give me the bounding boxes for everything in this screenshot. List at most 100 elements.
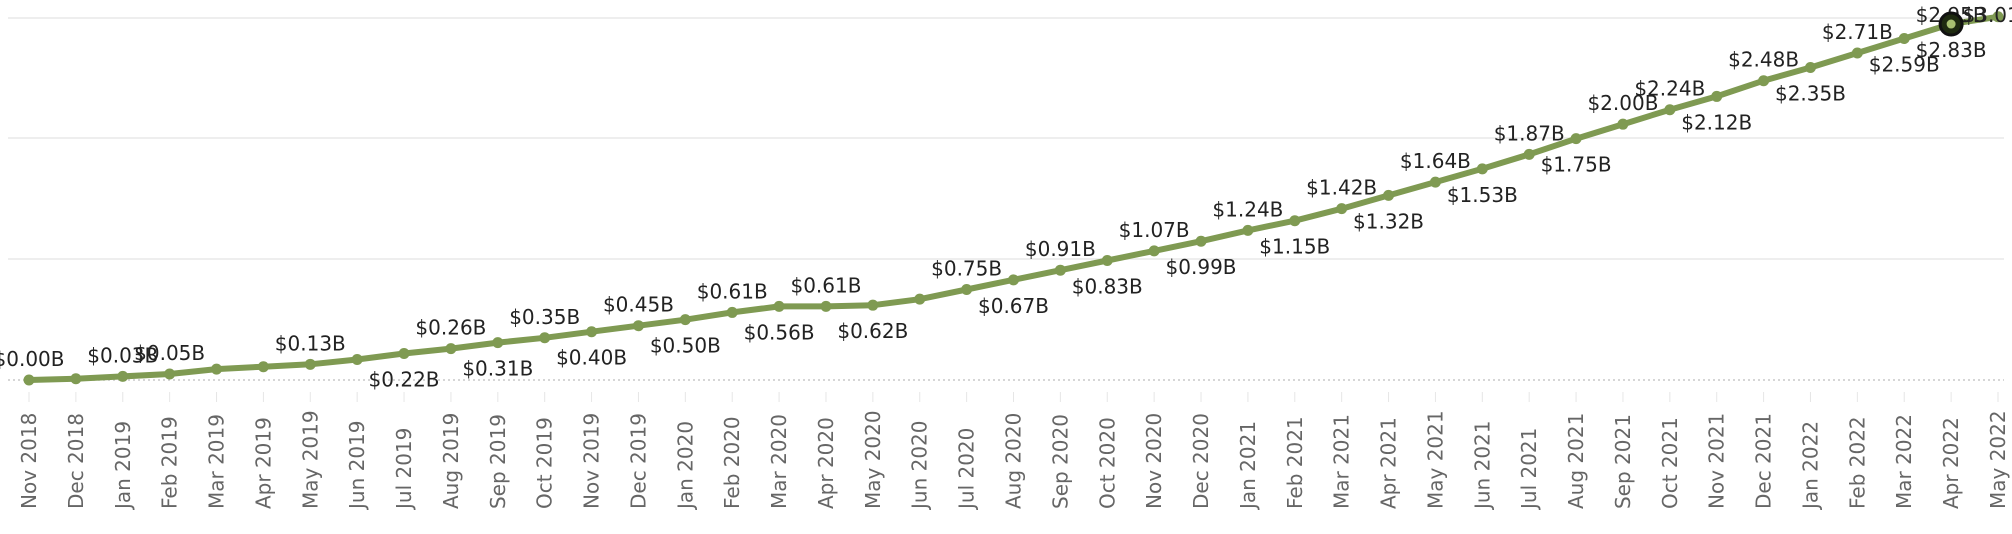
data-point[interactable] [1242, 224, 1254, 236]
data-label: $0.91B [1025, 237, 1096, 261]
x-tick-label: May 2022 [1986, 410, 2010, 509]
data-point[interactable] [1195, 235, 1207, 247]
x-tick-label: Jan 2022 [1798, 421, 1822, 511]
x-tick-label: Mar 2022 [1892, 414, 1916, 509]
data-point[interactable] [1383, 189, 1395, 201]
x-tick-label: Jul 2020 [955, 428, 979, 511]
x-tick-label: Oct 2020 [1095, 417, 1119, 509]
x-tick-label: Jan 2019 [111, 421, 135, 511]
data-label: $1.42B [1306, 176, 1377, 200]
data-point[interactable] [1664, 104, 1676, 116]
data-label: $2.24B [1634, 77, 1705, 101]
x-tick-label: Jun 2020 [908, 420, 932, 511]
x-tick-label: Oct 2019 [533, 417, 557, 509]
x-tick-label: Feb 2020 [720, 416, 744, 509]
data-point[interactable] [1523, 148, 1535, 160]
x-tick-label: Nov 2018 [17, 413, 41, 509]
x-tick-label: Aug 2021 [1564, 413, 1588, 509]
data-point[interactable] [492, 337, 504, 349]
data-label: $1.53B [1447, 183, 1518, 207]
data-label: $2.71B [1822, 20, 1893, 44]
x-tick-label: Jul 2021 [1517, 428, 1541, 511]
x-tick-label: Feb 2021 [1283, 416, 1307, 509]
data-point[interactable] [1429, 176, 1441, 188]
data-label: $0.26B [415, 316, 486, 340]
data-point[interactable] [914, 293, 926, 305]
x-tick-label: Nov 2019 [580, 413, 604, 509]
x-tick-label: Nov 2021 [1705, 413, 1729, 509]
data-label: $0.35B [509, 305, 580, 329]
data-point[interactable] [1992, 11, 2004, 23]
data-point[interactable] [1804, 61, 1816, 73]
data-point[interactable] [445, 343, 457, 355]
data-label: $0.67B [978, 294, 1049, 318]
data-point[interactable] [1898, 33, 1910, 45]
data-label: $0.22B [369, 367, 440, 391]
x-tick-label: Aug 2020 [1002, 413, 1026, 509]
data-point[interactable] [398, 347, 410, 359]
x-tick-label: Sep 2020 [1048, 414, 1072, 509]
x-tick-label: Apr 2021 [1377, 417, 1401, 509]
data-point[interactable] [117, 370, 129, 382]
data-point[interactable] [820, 300, 832, 312]
data-point[interactable] [961, 284, 973, 295]
data-point[interactable] [1101, 255, 1113, 267]
x-tick-label: Feb 2022 [1845, 416, 1869, 509]
highlight-dot[interactable] [1946, 19, 1956, 29]
data-point[interactable] [351, 353, 363, 365]
x-tick-label: Dec 2020 [1189, 413, 1213, 509]
data-point[interactable] [773, 300, 785, 312]
x-tick-label: Dec 2021 [1752, 413, 1776, 509]
data-label: $1.64B [1400, 149, 1471, 173]
x-tick-label: Apr 2019 [251, 417, 275, 509]
data-point[interactable] [679, 314, 691, 326]
data-point[interactable] [304, 358, 316, 370]
data-point[interactable] [1617, 118, 1629, 130]
data-point[interactable] [1336, 203, 1348, 215]
data-label: $1.07B [1119, 218, 1190, 242]
x-tick-label: Mar 2021 [1330, 414, 1354, 509]
data-point[interactable] [70, 373, 82, 385]
data-label: $0.61B [790, 273, 861, 297]
data-point[interactable] [632, 320, 644, 332]
data-point[interactable] [539, 332, 551, 344]
data-label: $0.75B [931, 257, 1002, 281]
data-label: $0.40B [556, 346, 627, 370]
x-tick-label: Nov 2020 [1142, 413, 1166, 509]
x-tick-label: Oct 2021 [1658, 417, 1682, 509]
data-point[interactable] [257, 361, 269, 373]
data-point[interactable] [164, 368, 176, 380]
data-point[interactable] [23, 374, 35, 386]
data-point[interactable] [1289, 215, 1301, 227]
data-point[interactable] [1570, 133, 1582, 145]
data-label: $1.32B [1353, 209, 1424, 233]
x-tick-label: Aug 2019 [439, 413, 463, 509]
data-point[interactable] [1476, 163, 1488, 175]
x-tick-label: May 2021 [1423, 410, 1447, 509]
data-point[interactable] [211, 363, 223, 375]
series-line [26, 13, 2001, 383]
x-tick-label: Mar 2020 [767, 414, 791, 509]
data-label: $0.13B [275, 331, 346, 355]
data-label: $0.45B [603, 293, 674, 317]
data-point[interactable] [867, 299, 879, 311]
data-label: $1.15B [1259, 235, 1330, 259]
x-tick-label: Feb 2019 [158, 416, 182, 509]
data-point[interactable] [726, 306, 738, 318]
highlighted-point[interactable] [1938, 11, 1964, 37]
data-point[interactable] [1711, 90, 1723, 102]
data-point[interactable] [1851, 47, 1863, 59]
data-point[interactable] [1054, 264, 1066, 276]
data-label: $1.24B [1212, 197, 1283, 221]
data-point[interactable] [1148, 245, 1160, 257]
x-tick-label: Jan 2020 [673, 421, 697, 511]
data-label: $0.99B [1166, 255, 1237, 279]
data-label: $0.50B [650, 334, 721, 358]
data-point[interactable] [1008, 274, 1019, 286]
data-point[interactable] [586, 326, 598, 338]
data-labels: $0.00B $0.03B$0.05B $0.13B $0.22B $0.26B $0.3… [0, 3, 2012, 391]
data-label: $0.00B [0, 347, 64, 371]
data-point[interactable] [1758, 75, 1770, 87]
data-label: $2.48B [1728, 48, 1799, 72]
data-label: $0.56B [744, 320, 815, 344]
